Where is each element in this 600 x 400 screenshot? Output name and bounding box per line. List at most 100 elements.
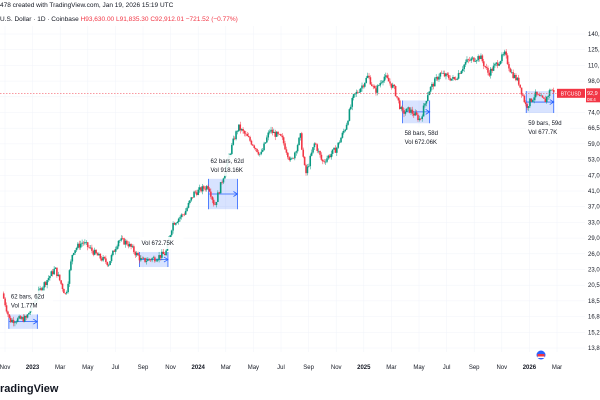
candle-body	[509, 68, 512, 73]
candle-body	[459, 73, 461, 74]
x-tick-label: Sep	[469, 365, 480, 371]
candle-body	[126, 240, 128, 245]
candle-body	[49, 276, 51, 279]
candle-body	[271, 129, 274, 134]
candle-body	[200, 187, 202, 192]
candle-body	[156, 259, 159, 261]
candle-body	[538, 94, 541, 96]
candle-body	[105, 258, 107, 263]
candle-body	[401, 107, 404, 111]
candle-body	[137, 252, 139, 256]
candle-body	[259, 153, 261, 155]
candle-body	[119, 240, 121, 241]
ohlc-values: H93,630.00 L91,835.30 C92,912.01 −721.52…	[80, 16, 238, 23]
candle-body	[267, 132, 270, 138]
candle-body	[334, 147, 337, 153]
x-tick-label: 2025	[357, 365, 371, 371]
candle-body	[316, 144, 319, 151]
candle-body	[98, 253, 100, 256]
candle-body	[19, 316, 22, 319]
range-boxes[interactable]	[8, 91, 555, 329]
candle-body	[218, 192, 221, 194]
candle-body	[120, 238, 123, 241]
candle-body	[280, 134, 282, 136]
candle-body	[513, 74, 516, 78]
x-tick-label: Nov	[0, 365, 10, 371]
candle-body	[292, 157, 295, 159]
candle-body	[16, 318, 19, 322]
candle-body	[361, 85, 363, 89]
candle-body	[362, 85, 365, 87]
candle-body	[505, 51, 507, 56]
candle-body	[47, 278, 50, 281]
candle-body	[376, 85, 379, 93]
candle-body	[121, 238, 124, 239]
x-tick-label: May	[82, 365, 93, 371]
candle-body	[252, 144, 254, 146]
candle-body	[517, 77, 520, 85]
candle-body	[152, 257, 155, 259]
candle-body	[463, 64, 465, 69]
candle-body	[380, 82, 383, 84]
candle-body	[89, 247, 92, 249]
candle-body	[338, 142, 341, 144]
candle-body	[261, 150, 264, 152]
candle-body	[498, 63, 500, 66]
candle-body	[466, 59, 468, 63]
candle-body	[329, 155, 331, 158]
candle-body	[327, 155, 330, 159]
candle-body	[263, 143, 265, 151]
candle-body	[165, 250, 167, 256]
candle-body	[82, 242, 85, 244]
y-tick-label: 53,0	[588, 158, 600, 164]
candle-body	[355, 91, 358, 94]
candle-body	[148, 258, 151, 260]
candle-body	[198, 187, 201, 190]
candle-body	[551, 89, 554, 91]
candle-body	[320, 154, 323, 160]
candle-body	[102, 256, 104, 261]
x-tick-label: 2023	[26, 365, 40, 371]
candle-body	[398, 100, 401, 109]
candle-body	[306, 166, 309, 174]
candle-body	[50, 271, 53, 277]
range-vol-label: Vol 677.7K	[528, 130, 557, 136]
candle-body	[315, 143, 317, 145]
candle-body	[29, 310, 32, 313]
candle-body	[383, 76, 386, 81]
candle-body	[541, 95, 544, 98]
y-tick-label: 15,2	[588, 330, 600, 336]
candle-body	[424, 103, 426, 106]
candle-body	[281, 135, 284, 138]
candle-body	[445, 73, 447, 77]
range-arrow-head	[549, 99, 555, 105]
candle-body	[431, 83, 433, 87]
candle-body	[100, 258, 103, 261]
candle-body	[170, 230, 173, 236]
candle-body	[12, 319, 15, 324]
candle-body	[128, 243, 131, 247]
candle-body	[495, 62, 498, 64]
candle-body	[348, 109, 351, 121]
candle-body	[449, 78, 451, 81]
candle-body	[93, 249, 96, 255]
candle-body	[368, 75, 370, 78]
candle-body	[134, 252, 137, 256]
candle-body	[364, 82, 366, 87]
candle-body	[373, 86, 376, 89]
event-flag-icon[interactable]	[536, 350, 546, 360]
candle-body	[503, 51, 506, 55]
candle-body	[359, 88, 362, 93]
range-vol-label: Vol 918.16K	[211, 168, 243, 174]
range-vol-label: Vol 1.77M	[11, 303, 38, 309]
range-arrow-head	[233, 191, 239, 197]
candle-body	[464, 62, 467, 65]
candle-body	[457, 73, 460, 79]
candle-body	[305, 165, 307, 174]
candle-body	[23, 315, 26, 322]
x-axis: Nov 2023 Mar May Jul Sep Nov 2024 Mar May Jul Sep No…	[0, 365, 562, 371]
candle-body	[494, 63, 496, 66]
candle-body	[78, 243, 81, 248]
candle-body	[533, 97, 535, 101]
